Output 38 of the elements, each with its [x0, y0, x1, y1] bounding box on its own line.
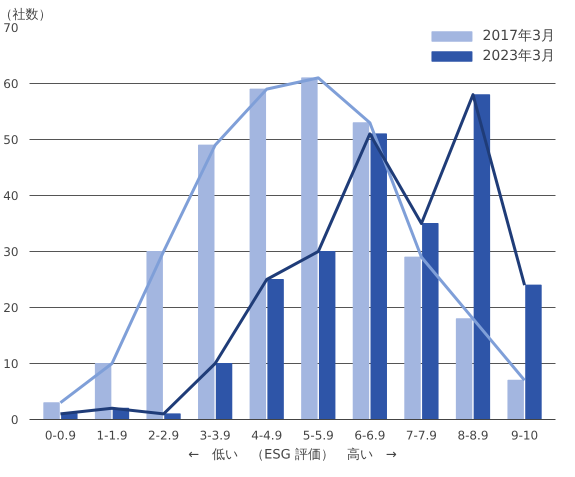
bar	[216, 363, 232, 420]
y-tick-label: 30	[3, 245, 19, 259]
bar	[404, 256, 421, 420]
y-tick-label: 40	[3, 189, 19, 203]
y-tick-label: 50	[3, 133, 19, 147]
x-tick-label: 9-10	[510, 428, 538, 442]
bar	[43, 402, 60, 420]
bar	[352, 122, 370, 420]
x-tick-label: 3-3.9	[200, 428, 231, 442]
y-tick-label: 70	[3, 21, 19, 35]
x-tick-label: 5-5.9	[302, 428, 334, 442]
x-tick-label: 6-6.9	[354, 428, 386, 442]
y-tick-label: 10	[3, 357, 19, 371]
legend-label: 2017年3月	[482, 27, 555, 45]
x-tick-label: 2-2.9	[148, 428, 180, 442]
bar	[301, 77, 318, 420]
x-tick-label: 8-8.9	[457, 428, 489, 442]
bar	[370, 133, 387, 420]
x-tick-label: 0-0.9	[44, 428, 76, 442]
bar	[422, 223, 439, 420]
x-tick-label: 7-7.9	[406, 428, 437, 442]
bar	[318, 251, 336, 420]
bar	[474, 94, 490, 420]
x-tick-label: 1-1.9	[96, 428, 128, 442]
x-tick-label: 4-4.9	[251, 428, 282, 442]
legend-label: 2023年3月	[482, 47, 555, 65]
x-axis-title: ← 低い （ESG 評価） 高い →	[188, 446, 397, 462]
y-tick-label: 60	[3, 77, 19, 91]
bar	[525, 284, 542, 420]
bar	[456, 318, 472, 420]
y-tick-label: 0	[10, 413, 19, 427]
bar	[198, 144, 214, 420]
bar	[267, 279, 284, 420]
y-axis-title: （社数）	[0, 8, 52, 22]
bar	[146, 251, 163, 420]
y-tick-label: 20	[3, 301, 19, 315]
bar	[507, 380, 524, 420]
bar	[250, 88, 266, 420]
